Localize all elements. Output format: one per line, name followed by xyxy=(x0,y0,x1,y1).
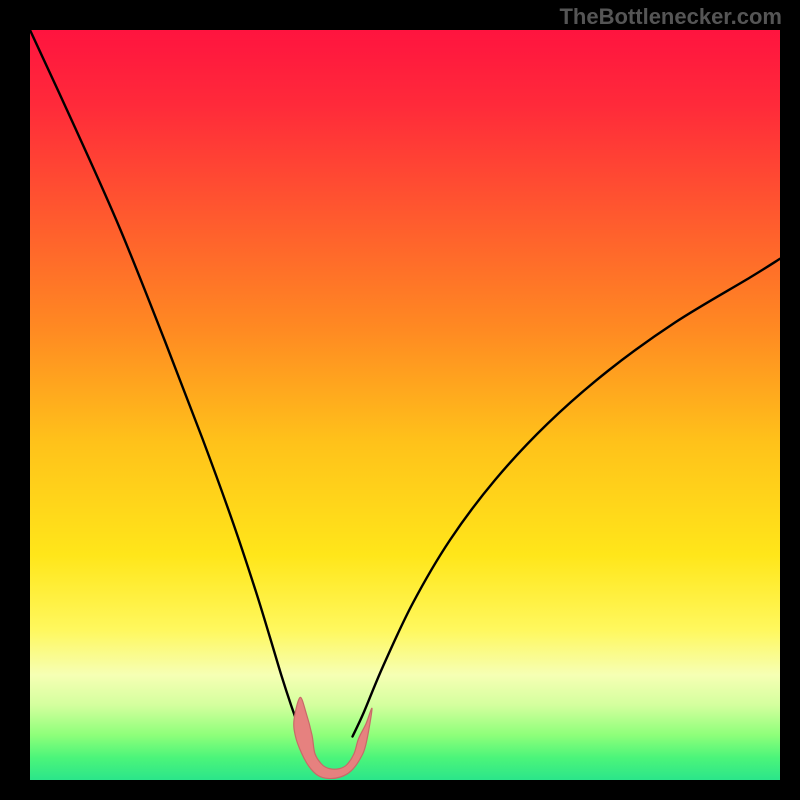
chart-svg xyxy=(30,30,780,780)
gradient-background xyxy=(30,30,780,780)
plot-area xyxy=(30,30,780,780)
stage: TheBottlenecker.com xyxy=(0,0,800,800)
watermark-text: TheBottlenecker.com xyxy=(559,4,782,30)
